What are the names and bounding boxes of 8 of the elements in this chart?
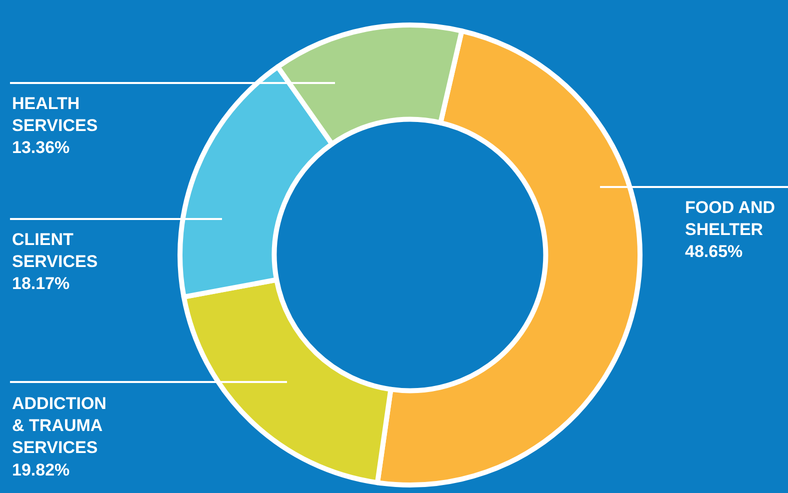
slice-label: HEALTH SERVICES — [12, 94, 98, 136]
slice-label: FOOD AND SHELTER — [685, 198, 776, 240]
data-label: 48.65% — [685, 242, 743, 262]
data-label: 19.82% — [12, 460, 70, 480]
slice-label: ADDICTION & TRAUMA SERVICES — [12, 394, 106, 458]
slice-label: CLIENT SERVICES — [12, 230, 98, 272]
data-label: 18.17% — [12, 274, 70, 294]
data-label: 13.36% — [12, 138, 70, 158]
